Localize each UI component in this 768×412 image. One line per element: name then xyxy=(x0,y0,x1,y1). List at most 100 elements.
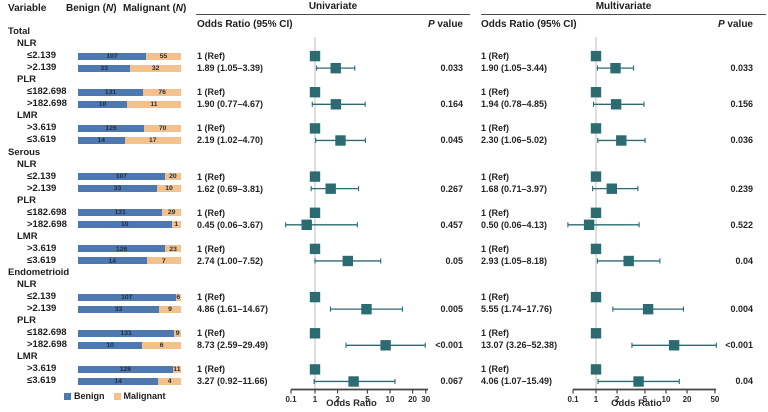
benign-bar-segment xyxy=(78,293,176,301)
univariate-or-text: 8.73 (2.59–29.49) xyxy=(197,340,269,351)
table-row: ≤2.139 107 6 1 (Ref) 1 (Ref) xyxy=(0,291,768,303)
multivariate-or-text: 1 (Ref) xyxy=(481,51,510,62)
stacked-count-bar xyxy=(78,136,181,144)
or-marker xyxy=(590,123,602,134)
univariate-header-rule xyxy=(196,13,470,15)
row-label: ≤3.619 xyxy=(27,254,56,266)
benign-bar-segment xyxy=(78,365,173,373)
legend-item-benign: Benign xyxy=(64,391,105,401)
or-marker xyxy=(616,135,627,146)
paren: ) xyxy=(113,3,117,14)
table-row: >182.698 10 1 0.45 (0.06–3.67) 0.50 (0.06–4.… xyxy=(0,219,768,231)
row-label: PLR xyxy=(17,74,36,86)
or-marker xyxy=(361,304,372,315)
stacked-count-bar xyxy=(78,365,181,373)
or-marker xyxy=(330,63,341,74)
univariate-or-text: 1 (Ref) xyxy=(197,123,226,134)
univariate-p-value: 0.005 xyxy=(440,304,463,315)
subgroup-row: NLR xyxy=(0,159,768,171)
malignant-bar-segment xyxy=(157,185,181,193)
benign-count: 33 xyxy=(100,64,108,72)
row-label: LMR xyxy=(17,110,38,122)
multivariate-p-value: 0.033 xyxy=(730,63,753,74)
row-label: >3.619 xyxy=(27,122,57,134)
table-row: >2.139 33 10 1.62 (0.69–3.81) 1.68 (0.71–3.9… xyxy=(0,183,768,195)
or-marker xyxy=(590,207,602,218)
univariate-or-text: 1 (Ref) xyxy=(197,328,226,339)
or-marker xyxy=(348,376,359,387)
stacked-count-bar xyxy=(78,185,181,193)
table-row: >3.619 126 23 1 (Ref) 1 (Ref) xyxy=(0,243,768,255)
multivariate-header: Multivariate xyxy=(595,1,652,12)
table-row: ≤182.698 131 9 1 (Ref) 1 (Ref) xyxy=(0,327,768,339)
malignant-count: 20 xyxy=(169,173,177,181)
stacked-count-bar xyxy=(78,209,181,217)
p-value-header-multivariate: P value xyxy=(690,19,753,30)
value-text: value xyxy=(434,19,463,30)
stacked-count-bar xyxy=(78,305,181,313)
multivariate-or-text: 1 (Ref) xyxy=(481,87,510,98)
univariate-or-text: 3.27 (0.92–11.66) xyxy=(197,376,268,387)
or-marker xyxy=(606,183,617,194)
univariate-p-value: 0.267 xyxy=(440,183,463,194)
row-label: >182.698 xyxy=(27,218,67,230)
malignant-count: 9 xyxy=(175,329,180,337)
multivariate-or-text: 0.50 (0.06–4.13) xyxy=(481,219,548,230)
benign-count: 14 xyxy=(108,257,117,265)
malignant-bar-segment xyxy=(143,88,181,96)
row-label: >3.619 xyxy=(27,363,57,375)
benign-count: 126 xyxy=(105,125,117,133)
table-row: >3.619 126 11 1 (Ref) 1 (Ref) xyxy=(0,363,768,375)
row-label: ≤2.139 xyxy=(27,291,56,303)
multivariate-p-value: <0.001 xyxy=(725,340,753,351)
benign-bar-segment xyxy=(78,257,147,265)
malignant-count: 7 xyxy=(161,257,166,265)
or-marker xyxy=(590,291,602,303)
table-row: ≤3.619 14 7 2.74 (1.00–7.52) 2.93 (1.05–8.18… xyxy=(0,255,768,267)
legend: Benign Malignant xyxy=(64,391,166,401)
x-axis-tick-label: 20 xyxy=(408,395,417,404)
multivariate-or-text: 2.30 (1.06–5.02) xyxy=(481,135,548,146)
malignant-column-header: Malignant (N) xyxy=(123,3,186,14)
x-axis-tick-label: 10 xyxy=(662,395,671,404)
row-label: Total xyxy=(8,26,30,37)
multivariate-or-text: 4.06 (1.07–15.49) xyxy=(481,376,553,387)
row-label: >182.698 xyxy=(27,98,67,110)
x-axis-tick-label: 30 xyxy=(421,395,430,404)
row-label: NLR xyxy=(17,38,37,50)
row-label: ≤2.139 xyxy=(27,170,56,182)
benign-bar-segment xyxy=(78,64,131,72)
benign-bar-segment xyxy=(78,100,127,108)
stacked-count-bar xyxy=(78,245,181,253)
x-axis-tick-label: 1 xyxy=(594,395,599,404)
or-ci-header-univariate: Odds Ratio (95% CI) xyxy=(197,19,293,30)
row-label: >3.619 xyxy=(27,242,57,254)
row-label: NLR xyxy=(17,279,37,291)
table-row: >182.698 10 6 8.73 (2.59–29.49) 13.07 (3.26–… xyxy=(0,339,768,351)
subgroup-row: PLR xyxy=(0,195,768,207)
malignant-bar-segment xyxy=(172,365,181,373)
malignant-count: 11 xyxy=(150,100,158,108)
malignant-count: 6 xyxy=(159,341,164,349)
paren: ) xyxy=(183,3,187,14)
row-label: ≤2.139 xyxy=(27,50,56,62)
table-row: ≤3.619 14 17 2.19 (1.02–4.70) 2.30 (1.06–5.0… xyxy=(0,134,768,146)
x-axis-tick-label: 2 xyxy=(335,395,340,404)
univariate-or-text: 1 (Ref) xyxy=(197,207,226,218)
stacked-count-bar xyxy=(78,64,181,72)
or-marker xyxy=(309,328,321,339)
table-row: >2.139 33 9 4.86 (1.61–14.67) 5.55 (1.74–17.… xyxy=(0,303,768,315)
benign-column-header: Benign (N) xyxy=(66,3,117,14)
malignant-bar-segment xyxy=(162,209,181,217)
benign-count: 126 xyxy=(115,245,128,253)
benign-bar-segment xyxy=(78,136,125,144)
variable-column-header: Variable xyxy=(8,3,47,14)
benign-count: 107 xyxy=(106,52,118,60)
subgroup-row: LMR xyxy=(0,231,768,243)
multivariate-p-value: 0.522 xyxy=(730,219,753,230)
multivariate-or-text: 1 (Ref) xyxy=(481,328,510,339)
section-row: Endometrioid xyxy=(0,267,768,279)
univariate-or-text: 0.45 (0.06–3.67) xyxy=(197,219,264,230)
